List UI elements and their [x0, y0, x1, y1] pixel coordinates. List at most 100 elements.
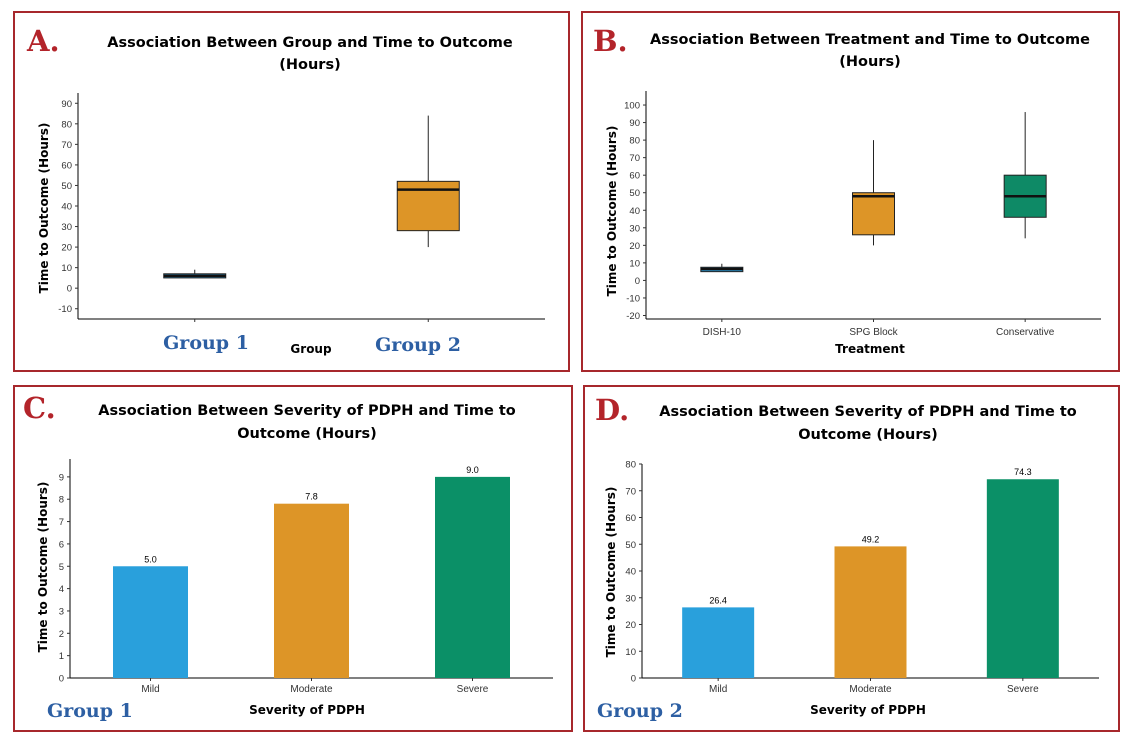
panel-letter: A.	[26, 24, 60, 58]
chart-a-svg: A. Association Between Group and Time to…	[26, 24, 545, 356]
y-tick-label: 30	[61, 222, 72, 233]
chart-b-svg: B. Association Between Treatment and Tim…	[593, 24, 1101, 356]
box-body	[852, 192, 895, 236]
chart-title-line-2: (Hours)	[839, 54, 900, 70]
chart-title-line-2: Outcome (Hours)	[798, 427, 938, 443]
y-tick-label: 1	[59, 651, 64, 662]
bar-value-label: 26.4	[709, 595, 727, 605]
chart-title-line-1: Association Between Treatment and Time t…	[650, 32, 1090, 48]
chart-c-svg: C. Association Between Severity of PDPH …	[23, 391, 553, 722]
y-tick-label: 0	[59, 674, 64, 685]
panel-letter: D.	[595, 393, 629, 427]
x-tick-label: SPG Block	[849, 327, 898, 338]
y-tick-label: 30	[625, 593, 636, 604]
chart-title-line-1: Association Between Group and Time to Ou…	[107, 35, 513, 51]
panel-b: B. Association Between Treatment and Tim…	[581, 11, 1120, 372]
y-tick-label: 40	[629, 206, 640, 217]
group-label: Group 1	[47, 700, 133, 722]
y-tick-label: 80	[629, 136, 640, 147]
y-tick-label: 80	[61, 119, 72, 130]
y-tick-label: -20	[626, 311, 640, 322]
y-tick-label: 0	[67, 284, 72, 295]
y-tick-label: 2	[59, 629, 64, 640]
plot-area: -10 0 10 20 30 40 50 60 70 80 90	[58, 93, 545, 322]
y-tick-label: 0	[631, 674, 636, 685]
y-tick-label: 20	[625, 620, 636, 631]
x-tick-label: Conservative	[996, 327, 1055, 338]
y-tick-label: 9	[59, 472, 64, 483]
group-2-label: Group 2	[375, 334, 461, 356]
x-axis-label: Severity of PDPH	[249, 703, 365, 717]
plot-area: 0 10 20 30 40 50 60 70 80 26.4 Mild 49.2 Moderate 74.…	[625, 460, 1099, 695]
y-tick-label: 40	[61, 202, 72, 213]
bar-value-label: 74.3	[1014, 467, 1032, 477]
y-tick-label: 90	[629, 118, 640, 129]
y-tick-label: 6	[59, 539, 64, 550]
y-tick-label: 20	[61, 243, 72, 254]
chart-title-line-1: Association Between Severity of PDPH and…	[659, 404, 1077, 420]
y-tick-label: 60	[625, 513, 636, 524]
y-tick-label: 90	[61, 99, 72, 110]
y-tick-label: 3	[59, 606, 64, 617]
x-tick-label: Mild	[709, 684, 727, 695]
bar	[274, 503, 349, 678]
y-tick-label: 50	[61, 181, 72, 192]
y-tick-label: 40	[625, 567, 636, 578]
bar-value-label: 49.2	[862, 534, 880, 544]
bar	[435, 476, 510, 678]
chart-title-line-2: (Hours)	[279, 57, 340, 73]
y-tick-label: 20	[629, 241, 640, 252]
y-tick-label: 0	[635, 276, 640, 287]
panel-letter: B.	[593, 24, 628, 58]
x-axis-label: Treatment	[835, 342, 905, 356]
x-tick-label: Mild	[141, 684, 159, 695]
y-tick-label: 30	[629, 223, 640, 234]
bar	[834, 546, 907, 678]
plot-area: -20 -10 0 10 20 30 40 50 60 70 80 90 100 DISH-10 SPG B…	[624, 91, 1101, 338]
panel-c: C. Association Between Severity of PDPH …	[13, 385, 573, 732]
bar	[986, 479, 1059, 678]
x-axis-label: Group	[290, 342, 332, 356]
x-axis-label: Severity of PDPH	[810, 703, 926, 717]
y-tick-label: 70	[629, 153, 640, 164]
chart-d-svg: D. Association Between Severity of PDPH …	[595, 393, 1099, 722]
y-axis-label: Time to Outcome (Hours)	[605, 126, 619, 297]
x-tick-label: Moderate	[849, 684, 892, 695]
panel-a: A. Association Between Group and Time to…	[13, 11, 570, 372]
y-tick-label: 60	[61, 160, 72, 171]
y-tick-label: 4	[59, 584, 64, 595]
y-tick-label: 50	[629, 188, 640, 199]
bar-value-label: 9.0	[466, 465, 479, 475]
y-axis-label: Time to Outcome (Hours)	[604, 487, 618, 658]
y-axis-label: Time to Outcome (Hours)	[37, 123, 51, 294]
y-tick-label: 10	[629, 258, 640, 269]
y-axis-label: Time to Outcome (Hours)	[36, 482, 50, 653]
y-tick-label: 80	[625, 460, 636, 471]
y-tick-label: -10	[626, 293, 640, 304]
bar	[682, 607, 755, 678]
y-tick-label: 10	[61, 263, 72, 274]
panel-d: D. Association Between Severity of PDPH …	[583, 385, 1120, 732]
y-tick-label: 5	[59, 562, 64, 573]
bar-value-label: 7.8	[305, 492, 318, 502]
chart-title-line-1: Association Between Severity of PDPH and…	[98, 403, 516, 419]
y-tick-label: 10	[625, 647, 636, 658]
bar-value-label: 5.0	[144, 554, 157, 564]
y-tick-label: -10	[58, 304, 72, 315]
bar	[113, 566, 188, 678]
y-tick-label: 70	[625, 486, 636, 497]
y-tick-label: 8	[59, 495, 64, 506]
x-tick-label: Severe	[1007, 684, 1039, 695]
group-1-label: Group 1	[163, 332, 249, 354]
x-tick-label: Severe	[457, 684, 489, 695]
y-tick-label: 60	[629, 171, 640, 182]
y-tick-label: 50	[625, 540, 636, 551]
group-label: Group 2	[597, 700, 683, 722]
x-tick-label: DISH-10	[703, 327, 742, 338]
y-tick-label: 70	[61, 140, 72, 151]
y-tick-label: 7	[59, 517, 64, 528]
panel-letter: C.	[23, 391, 56, 425]
plot-area: 0 1 2 3 4 5 6 7 8 9 5.0 Mild 7.8 Moderate 9.0 Severe	[59, 459, 553, 695]
x-tick-label: Moderate	[290, 684, 333, 695]
y-tick-label: 100	[624, 101, 640, 112]
